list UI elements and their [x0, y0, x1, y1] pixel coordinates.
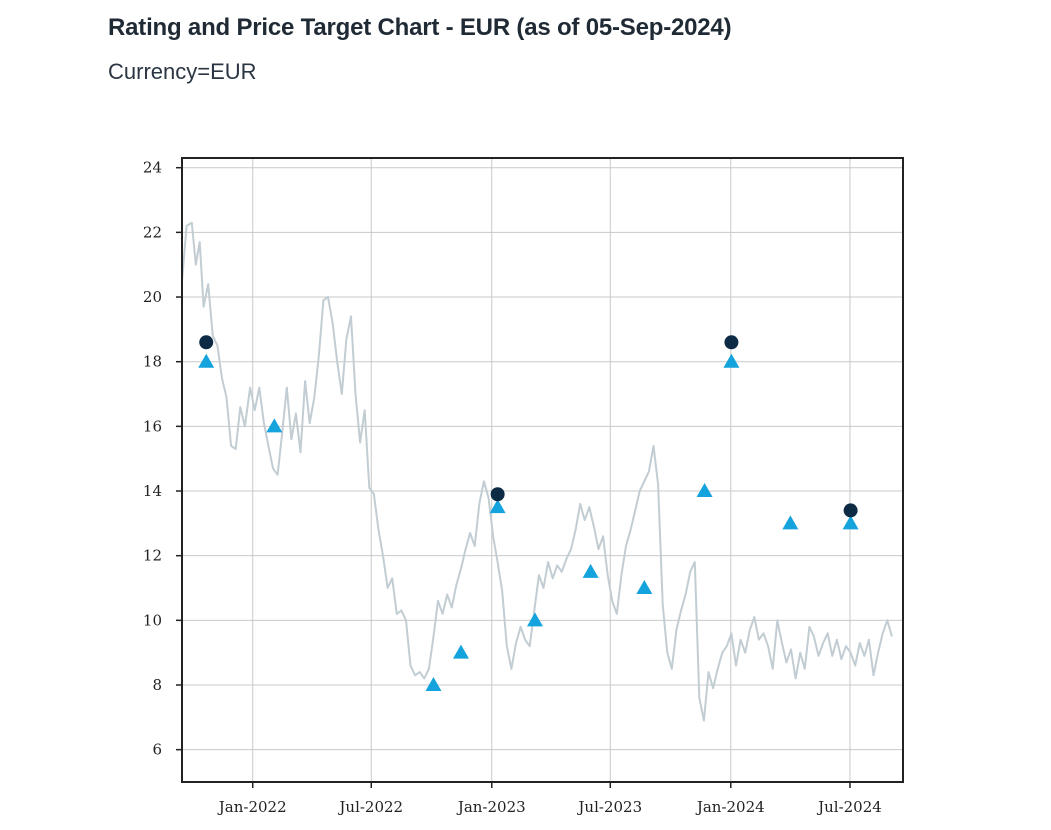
- price-target-marker-1: [198, 353, 215, 368]
- plot-frame: [181, 157, 904, 783]
- price-target-marker-9: [696, 483, 713, 498]
- price-target-marker-7: [582, 563, 599, 578]
- price-target-marker-5: [489, 499, 506, 514]
- y-tick-label-20: 20: [143, 288, 162, 306]
- y-tick-label-14: 14: [143, 482, 162, 500]
- rating-marker-2: [490, 487, 505, 502]
- price-target-marker-2: [266, 418, 283, 433]
- x-tick-label-Jan-2022: Jan-2022: [217, 798, 287, 816]
- price-target-marker-6: [526, 612, 543, 627]
- price-target-marker-4: [452, 644, 469, 659]
- marker-layer: [198, 335, 859, 692]
- price-target-marker-10: [723, 353, 740, 368]
- chart-subtitle: Currency=EUR: [108, 59, 257, 84]
- rating-marker-1: [199, 335, 214, 350]
- share-price-line: [181, 221, 893, 722]
- y-tick-label-6: 6: [152, 741, 162, 759]
- tick-label-layer: 6 8 10 12 14 16 18 20 22 24 Jan-2022 Jul-2022 Jan-20…: [143, 159, 882, 816]
- grid-layer: [182, 158, 903, 782]
- rating-marker-4: [843, 503, 858, 518]
- x-tick-label-Jul-2023: Jul-2023: [576, 798, 642, 816]
- price-line-layer: [181, 221, 893, 722]
- chart-title: Rating and Price Target Chart - EUR (as …: [108, 14, 732, 41]
- y-tick-label-10: 10: [143, 611, 162, 629]
- price-target-marker-8: [636, 580, 653, 595]
- y-tick-label-12: 12: [143, 547, 162, 565]
- x-tick-label-Jan-2023: Jan-2023: [456, 798, 526, 816]
- price-target-marker-12: [842, 515, 859, 530]
- y-tick-label-16: 16: [143, 417, 162, 435]
- x-tick-label-Jul-2024: Jul-2024: [816, 798, 882, 816]
- x-tick-label-Jul-2022: Jul-2022: [337, 798, 403, 816]
- y-tick-label-18: 18: [143, 353, 162, 371]
- price-target-marker-11: [782, 515, 799, 530]
- x-tick-label-Jan-2024: Jan-2024: [695, 798, 765, 816]
- rating-marker-3: [724, 335, 739, 350]
- y-tick-label-8: 8: [152, 676, 162, 694]
- y-tick-label-24: 24: [143, 159, 162, 177]
- price-target-marker-3: [425, 677, 442, 692]
- axis-layer: [176, 157, 904, 788]
- y-tick-label-22: 22: [143, 223, 162, 241]
